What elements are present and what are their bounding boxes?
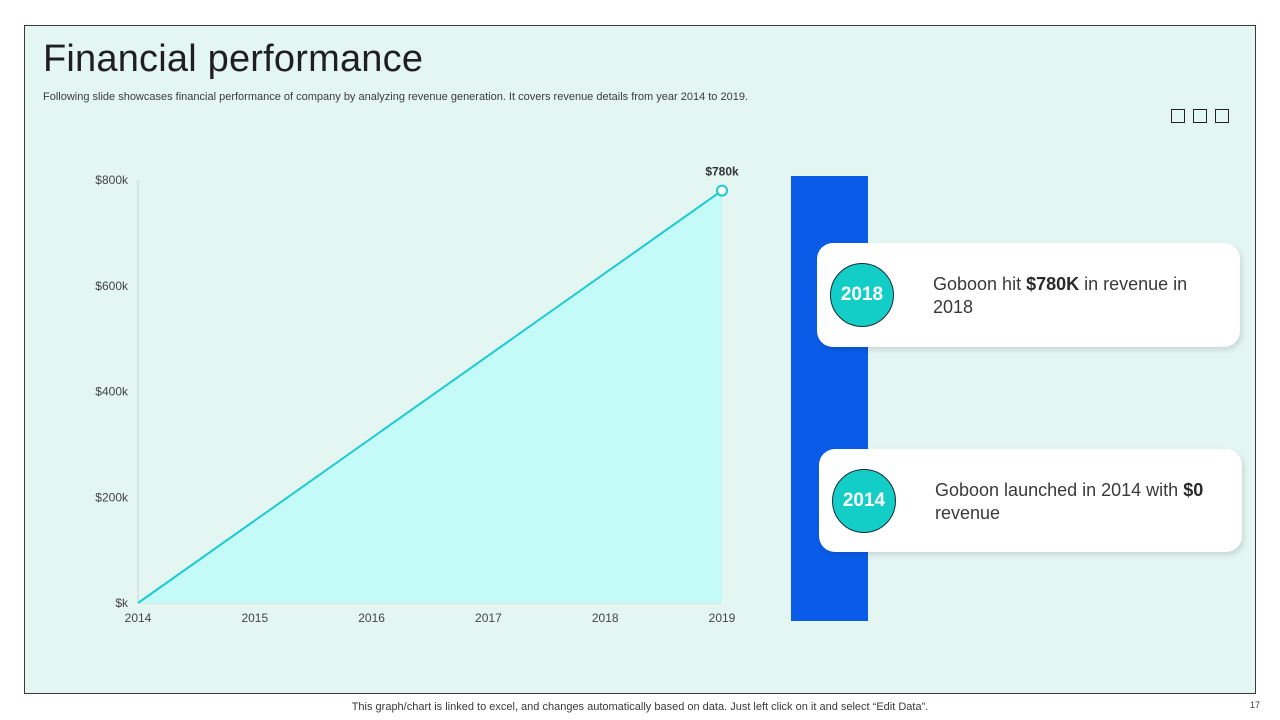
x-tick-label: 2017 xyxy=(475,611,502,625)
y-tick-label: $400k xyxy=(95,385,129,399)
x-tick-label: 2014 xyxy=(125,611,152,625)
square-icon xyxy=(1193,109,1207,123)
decorative-squares xyxy=(1171,109,1229,123)
y-tick-label: $k xyxy=(115,596,129,610)
y-tick-label: $200k xyxy=(95,490,129,504)
revenue-line xyxy=(137,189,723,604)
footer-note: This graph/chart is linked to excel, and… xyxy=(351,701,929,713)
page-title: Financial performance xyxy=(43,38,424,80)
revenue-area xyxy=(138,190,722,603)
page-subtitle: Following slide showcases financial perf… xyxy=(43,91,749,103)
page-number: 17 xyxy=(1250,700,1261,710)
x-tick-label: 2016 xyxy=(358,611,385,625)
milestone-highlight: $780K xyxy=(1026,274,1080,294)
x-tick-label: 2019 xyxy=(709,611,736,625)
milestone-card-2014: 2014 Goboon launched in 2014 with $0 rev… xyxy=(819,449,1242,552)
data-point-marker xyxy=(716,184,728,197)
square-icon xyxy=(1215,109,1229,123)
y-tick-label: $600k xyxy=(95,279,129,293)
milestone-text: Goboon launched in 2014 with $0 revenue xyxy=(935,479,1205,525)
revenue-area-chart[interactable]: $k $200k $400k $600k $800k 2014 2015 2016 2017 20… xyxy=(0,0,780,640)
milestone-text-end: revenue xyxy=(935,503,1001,523)
milestone-text: Goboon hit $780K in revenue in 2018 xyxy=(933,273,1203,319)
year-badge: 2018 xyxy=(830,263,894,327)
year-badge: 2014 xyxy=(832,469,896,533)
x-tick-label: 2015 xyxy=(241,611,268,625)
square-icon xyxy=(1171,109,1185,123)
y-tick-label: $800k xyxy=(95,173,129,187)
milestone-text-start: Goboon launched in 2014 with xyxy=(935,480,1184,500)
milestone-text-start: Goboon hit xyxy=(933,274,1027,294)
milestone-highlight: $0 xyxy=(1183,480,1204,500)
milestone-text-end: in revenue in 2018 xyxy=(933,274,1188,317)
x-tick-label: 2018 xyxy=(592,611,619,625)
milestone-card-2018: 2018 Goboon hit $780K in revenue in 2018 xyxy=(817,243,1240,347)
data-label: $780k xyxy=(705,165,739,179)
